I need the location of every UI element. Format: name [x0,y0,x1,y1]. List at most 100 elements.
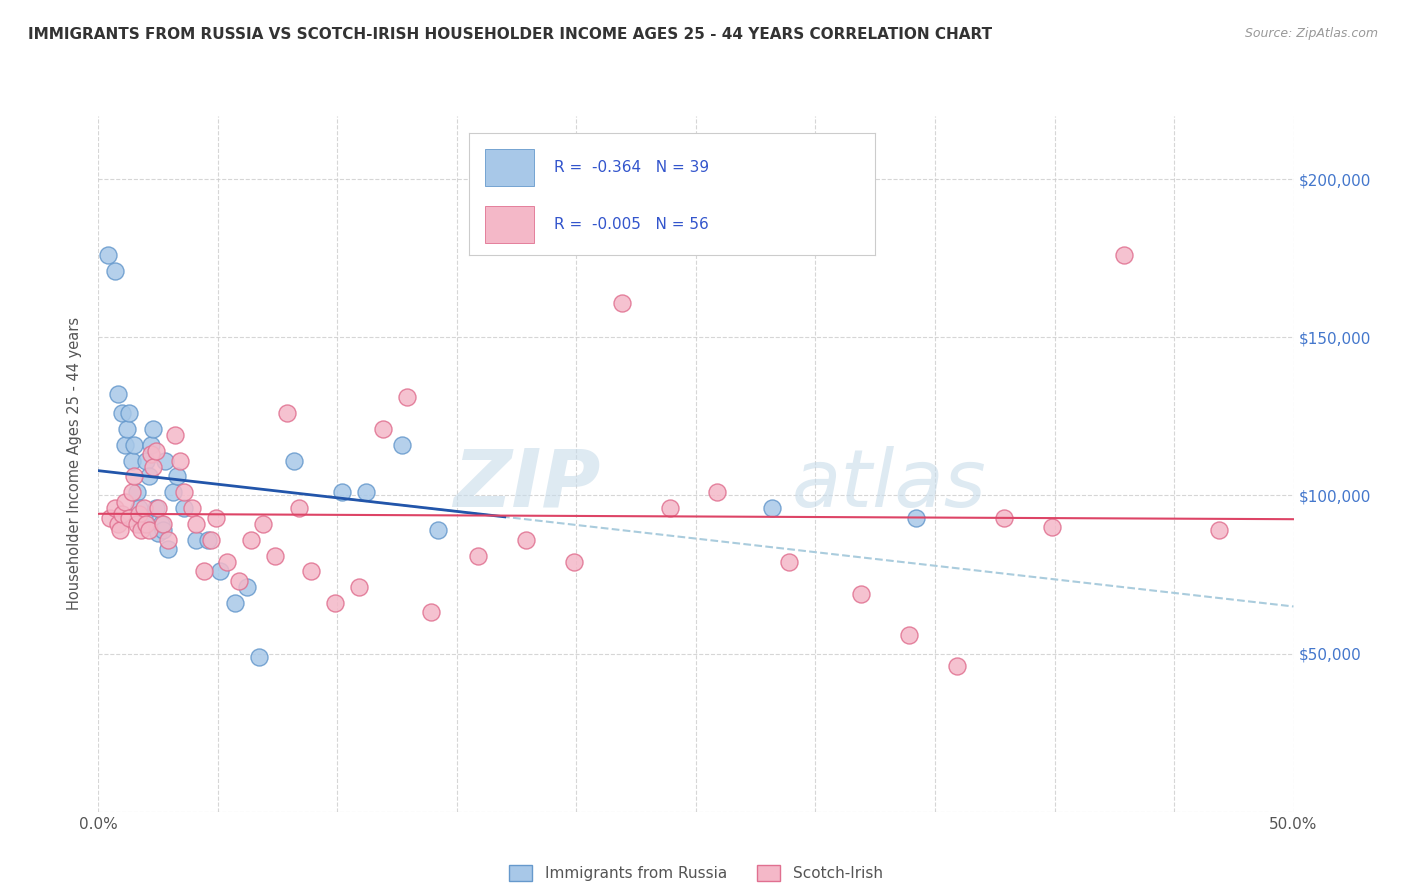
Point [610,295,633,310]
Text: IMMIGRANTS FROM RUSSIA VS SCOTCH-IRISH HOUSEHOLDER INCOME AGES 25 - 44 YEARS COR: IMMIGRANTS FROM RUSSIA VS SCOTCH-IRISH H… [28,27,993,42]
Point [849,586,872,600]
Point [97,248,120,262]
Point [173,485,195,500]
Point [156,533,179,547]
Point [186,516,208,531]
Point [128,508,150,522]
Point [132,501,155,516]
Point [391,438,413,452]
Point [162,485,184,500]
Point [1208,523,1230,537]
Point [118,406,141,420]
Point [107,516,129,531]
Point [562,555,585,569]
Point [240,533,263,547]
Point [347,580,370,594]
Point [395,391,418,405]
Point [224,596,246,610]
Legend: Immigrants from Russia, Scotch-Irish: Immigrants from Russia, Scotch-Irish [503,859,889,888]
Point [111,406,134,420]
Point [706,485,728,500]
Point [131,523,153,537]
Point [897,627,920,641]
Point [200,533,222,547]
Text: ZIP: ZIP [453,446,600,524]
Point [125,485,148,500]
Point [145,444,167,458]
Point [193,565,215,579]
Point [283,453,305,467]
Point [98,510,122,524]
Point [163,428,186,442]
Point [761,501,783,516]
Point [169,453,191,467]
Point [142,422,165,436]
Point [186,533,208,547]
Point [107,387,129,401]
Point [139,438,162,452]
Point [115,422,138,436]
Point [945,659,967,673]
Point [128,501,150,516]
Point [104,501,127,516]
Point [264,549,287,563]
Point [299,565,322,579]
Point [209,565,232,579]
Point [114,495,136,509]
Point [1112,248,1135,262]
Point [118,510,141,524]
Point [252,516,274,531]
Point [114,438,136,452]
Point [276,406,298,420]
Point [467,549,489,563]
Point [155,453,177,467]
Point [419,606,441,620]
Point [142,460,165,475]
Point [228,574,250,588]
Point [993,510,1015,524]
Point [111,508,134,522]
Point [139,447,162,461]
Point [354,485,377,500]
Point [131,516,153,531]
Point [121,453,143,467]
Point [235,580,257,594]
Point [152,516,174,531]
Point [204,510,226,524]
Point [145,501,167,516]
Point [330,485,353,500]
Point [132,510,155,524]
Point [138,523,160,537]
Text: atlas: atlas [792,446,987,524]
Point [371,422,394,436]
Point [323,596,346,610]
Point [217,555,239,569]
Point [197,533,219,547]
Point [904,510,927,524]
Point [149,516,172,531]
Point [173,501,195,516]
Point [125,516,148,531]
Point [135,453,157,467]
Point [135,516,157,531]
Point [156,542,179,557]
Point [247,649,270,664]
Point [658,501,681,516]
Point [180,501,202,516]
Point [124,438,146,452]
Point [426,523,449,537]
Point [778,555,800,569]
Point [152,523,174,537]
Point [288,501,311,516]
Point [148,526,170,541]
Point [104,264,127,278]
Y-axis label: Householder Income Ages 25 - 44 years: Householder Income Ages 25 - 44 years [67,318,83,610]
Point [121,485,143,500]
Point [148,501,170,516]
Point [1040,520,1063,534]
Text: Source: ZipAtlas.com: Source: ZipAtlas.com [1244,27,1378,40]
Point [124,469,146,483]
Point [515,533,537,547]
Point [138,469,160,483]
Point [108,523,131,537]
